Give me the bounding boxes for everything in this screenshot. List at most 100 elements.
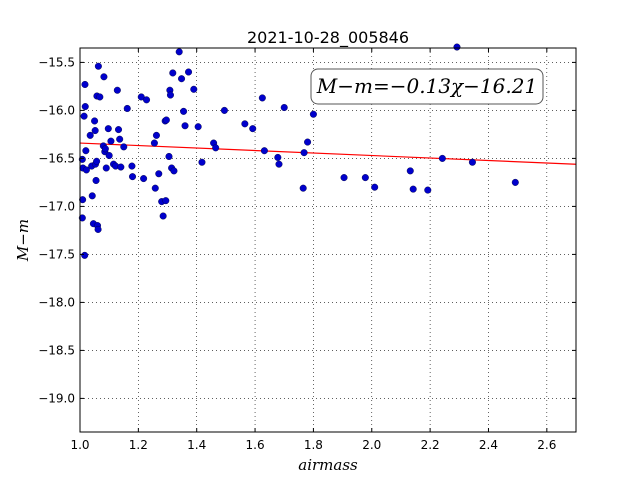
- data-point: [212, 144, 220, 152]
- data-point: [101, 145, 109, 153]
- data-point: [198, 158, 206, 166]
- data-point: [249, 125, 257, 133]
- data-point: [107, 137, 115, 145]
- x-tick-label: 2.4: [479, 438, 498, 452]
- ticks-layer: [79, 48, 576, 432]
- data-point: [178, 75, 186, 83]
- data-point: [166, 91, 174, 99]
- data-point: [104, 125, 112, 133]
- data-point: [155, 170, 163, 178]
- data-point: [91, 127, 99, 135]
- data-point: [78, 214, 86, 222]
- data-point: [361, 174, 369, 182]
- fit-line: [79, 142, 577, 165]
- data-point: [115, 126, 123, 134]
- data-point: [162, 116, 170, 124]
- data-point: [81, 103, 89, 111]
- data-point: [165, 152, 173, 160]
- data-point: [175, 48, 183, 56]
- data-point: [468, 158, 476, 166]
- tick-labels-layer: 1.0 1.2 1.4 1.6 1.8 2.0 2.2 2.4 2.6 −15.5 −16.0 −16…: [38, 55, 556, 452]
- data-point: [190, 85, 198, 93]
- data-point: [79, 196, 87, 204]
- data-point: [170, 167, 178, 175]
- fit-line-layer: [79, 142, 577, 165]
- data-point: [81, 251, 89, 259]
- data-point: [143, 96, 151, 104]
- data-point: [120, 143, 128, 151]
- data-point: [241, 120, 249, 128]
- x-tick-label: 2.6: [537, 438, 556, 452]
- x-tick-label: 1.2: [129, 438, 148, 452]
- chart-title: 2021-10-28_005846: [247, 28, 409, 48]
- data-point: [258, 94, 266, 102]
- data-point: [123, 104, 131, 112]
- data-point: [92, 176, 100, 184]
- data-point: [86, 131, 94, 139]
- data-point: [304, 138, 312, 146]
- data-point: [81, 80, 89, 88]
- data-point: [140, 175, 148, 183]
- data-point: [159, 212, 167, 220]
- x-tick-label: 1.6: [246, 438, 265, 452]
- data-point: [169, 69, 177, 77]
- data-point: [309, 110, 317, 118]
- fit-equation-box: M−m=−0.13χ−16.21: [310, 68, 544, 105]
- data-point: [194, 123, 202, 131]
- data-points-layer: [78, 43, 519, 259]
- data-point: [129, 173, 137, 181]
- data-point: [181, 122, 189, 130]
- grid-layer: [79, 48, 576, 432]
- plot-frame: [79, 47, 577, 433]
- data-point: [100, 73, 108, 81]
- x-tick-label: 1.0: [70, 438, 89, 452]
- data-point: [80, 112, 88, 120]
- data-point: [340, 174, 348, 182]
- data-point: [117, 163, 125, 171]
- data-point: [511, 178, 519, 186]
- data-point: [409, 185, 417, 193]
- data-point: [116, 135, 124, 143]
- y-tick-label: −16.0: [38, 103, 75, 117]
- data-point: [152, 131, 160, 139]
- data-point: [96, 93, 104, 101]
- data-point: [94, 225, 102, 233]
- data-point: [88, 192, 96, 200]
- y-axis-label: M−m: [14, 219, 32, 262]
- fit-equation-text: M−m=−0.13χ−16.21: [316, 74, 537, 98]
- x-tick-label: 2.0: [362, 438, 381, 452]
- y-tick-label: −17.0: [38, 199, 75, 213]
- data-point: [371, 183, 379, 191]
- data-point: [162, 197, 170, 205]
- data-point: [300, 149, 308, 157]
- x-tick-label: 1.8: [304, 438, 323, 452]
- data-point: [105, 152, 113, 160]
- data-point: [438, 154, 446, 162]
- y-tick-label: −15.5: [38, 55, 75, 69]
- data-point: [180, 107, 188, 115]
- data-point: [113, 86, 121, 94]
- data-point: [453, 43, 461, 51]
- data-point: [102, 164, 110, 172]
- data-point: [82, 147, 90, 155]
- data-point: [406, 167, 414, 175]
- y-tick-label: −18.5: [38, 343, 75, 357]
- data-point: [260, 147, 268, 155]
- y-tick-label: −19.0: [38, 391, 75, 405]
- data-point: [128, 162, 136, 170]
- data-point: [185, 68, 193, 76]
- data-point: [150, 139, 158, 147]
- data-point: [91, 117, 99, 125]
- y-tick-label: −17.5: [38, 247, 75, 261]
- data-point: [274, 153, 282, 161]
- y-tick-label: −16.5: [38, 151, 75, 165]
- equation-box-frame: [310, 68, 544, 105]
- data-point: [151, 184, 159, 192]
- data-point: [275, 160, 283, 168]
- data-point: [93, 157, 101, 165]
- x-tick-label: 1.4: [187, 438, 206, 452]
- data-point: [280, 104, 288, 112]
- x-tick-label: 2.2: [421, 438, 440, 452]
- data-point: [94, 62, 102, 70]
